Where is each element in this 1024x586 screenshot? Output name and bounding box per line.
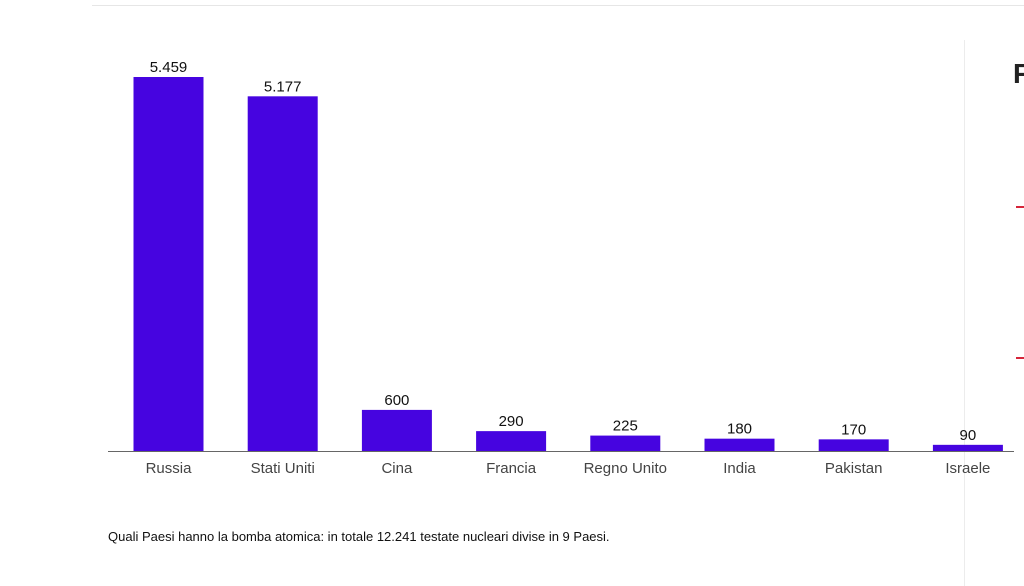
bar	[590, 435, 661, 451]
x-tick-label: Regno Unito	[584, 460, 667, 477]
top-divider	[92, 5, 1024, 6]
x-tick-label: Stati Uniti	[251, 460, 315, 477]
side-panel-accent-mark	[1016, 206, 1024, 208]
x-tick-label: Russia	[146, 460, 193, 477]
bar	[818, 439, 889, 451]
bar	[932, 444, 1003, 451]
bar-value-label: 180	[727, 421, 752, 438]
x-tick-label: India	[723, 460, 756, 477]
bar-chart: 5.459 Russia 5.177 Stati Uniti 600 Cina 290 Fra…	[108, 59, 1014, 477]
bar-value-label: 5.177	[264, 78, 302, 95]
bar	[361, 409, 432, 451]
bar	[247, 96, 318, 452]
x-tick-label: Israele	[945, 460, 990, 477]
side-panel-heading-fragment: F	[1013, 58, 1024, 89]
bar-value-label: 290	[499, 413, 524, 430]
bar-value-label: 600	[384, 392, 409, 409]
side-panel-divider	[964, 40, 965, 586]
x-tick-label: Pakistan	[825, 460, 883, 477]
bar-value-label: 5.459	[150, 59, 188, 76]
side-panel-accent-mark	[1016, 357, 1024, 359]
bar	[704, 438, 775, 451]
bar	[133, 77, 204, 451]
bar-value-label: 170	[841, 421, 866, 438]
bar-value-label: 90	[960, 427, 977, 444]
chart-caption: Quali Paesi hanno la bomba atomica: in t…	[108, 529, 610, 544]
x-tick-label: Cina	[381, 460, 413, 477]
bar	[476, 431, 547, 451]
bar-value-label: 225	[613, 418, 638, 435]
x-tick-label: Francia	[486, 460, 537, 477]
